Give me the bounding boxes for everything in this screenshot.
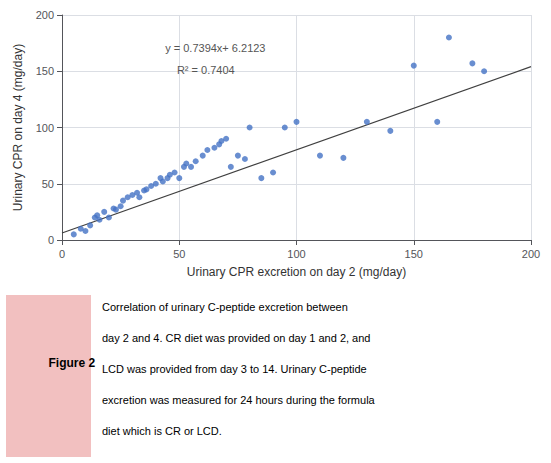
svg-text:Urinary CPR excretion on day 2: Urinary CPR excretion on day 2 (mg/day) bbox=[187, 265, 406, 279]
svg-text:150: 150 bbox=[405, 248, 423, 260]
svg-text:150: 150 bbox=[36, 65, 54, 77]
svg-text:100: 100 bbox=[36, 122, 54, 134]
svg-text:Urinary CPR on day 4 (mg/day): Urinary CPR on day 4 (mg/day) bbox=[11, 44, 25, 211]
svg-text:excretion was measured for 24: excretion was measured for 24 hours duri… bbox=[102, 394, 376, 406]
svg-text:0: 0 bbox=[48, 234, 54, 246]
svg-text:y = 0.7394x+ 6.2123: y = 0.7394x+ 6.2123 bbox=[165, 42, 265, 54]
svg-text:200: 200 bbox=[36, 9, 54, 21]
svg-text:Correlation of urinary C-pepti: Correlation of urinary C-peptide excreti… bbox=[102, 301, 348, 313]
svg-text:LCD was provided from day 3 to: LCD was provided from day 3 to 14. Urina… bbox=[102, 363, 367, 375]
svg-text:200: 200 bbox=[522, 248, 540, 260]
svg-text:diet which is CR or LCD.: diet which is CR or LCD. bbox=[102, 425, 222, 437]
svg-text:50: 50 bbox=[173, 248, 185, 260]
svg-text:0: 0 bbox=[59, 248, 65, 260]
svg-text:100: 100 bbox=[287, 248, 305, 260]
svg-text:R² = 0.7404: R² = 0.7404 bbox=[177, 64, 235, 76]
svg-text:day 2 and 4. CR diet was provi: day 2 and 4. CR diet was provided on day… bbox=[102, 332, 370, 344]
svg-text:50: 50 bbox=[42, 178, 54, 190]
svg-text:Figure 2: Figure 2 bbox=[48, 356, 95, 370]
